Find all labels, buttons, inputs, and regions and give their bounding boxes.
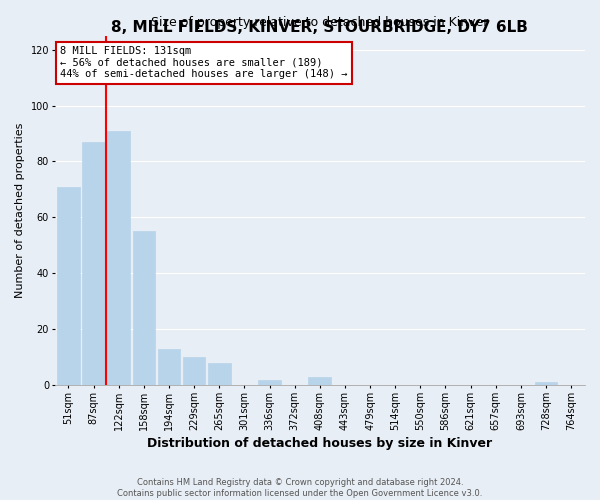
Text: Size of property relative to detached houses in Kinver: Size of property relative to detached ho…: [151, 16, 488, 28]
Text: Contains HM Land Registry data © Crown copyright and database right 2024.
Contai: Contains HM Land Registry data © Crown c…: [118, 478, 482, 498]
Bar: [133, 232, 155, 385]
X-axis label: Distribution of detached houses by size in Kinver: Distribution of detached houses by size …: [147, 437, 493, 450]
Bar: [208, 363, 230, 385]
Bar: [535, 382, 557, 385]
Bar: [107, 130, 130, 385]
Bar: [258, 380, 281, 385]
Bar: [82, 142, 105, 385]
Bar: [308, 376, 331, 385]
Bar: [158, 349, 180, 385]
Y-axis label: Number of detached properties: Number of detached properties: [15, 122, 25, 298]
Bar: [183, 357, 205, 385]
Text: 8 MILL FIELDS: 131sqm
← 56% of detached houses are smaller (189)
44% of semi-det: 8 MILL FIELDS: 131sqm ← 56% of detached …: [60, 46, 347, 80]
Title: 8, MILL FIELDS, KINVER, STOURBRIDGE, DY7 6LB: 8, MILL FIELDS, KINVER, STOURBRIDGE, DY7…: [112, 20, 528, 34]
Bar: [57, 186, 80, 385]
